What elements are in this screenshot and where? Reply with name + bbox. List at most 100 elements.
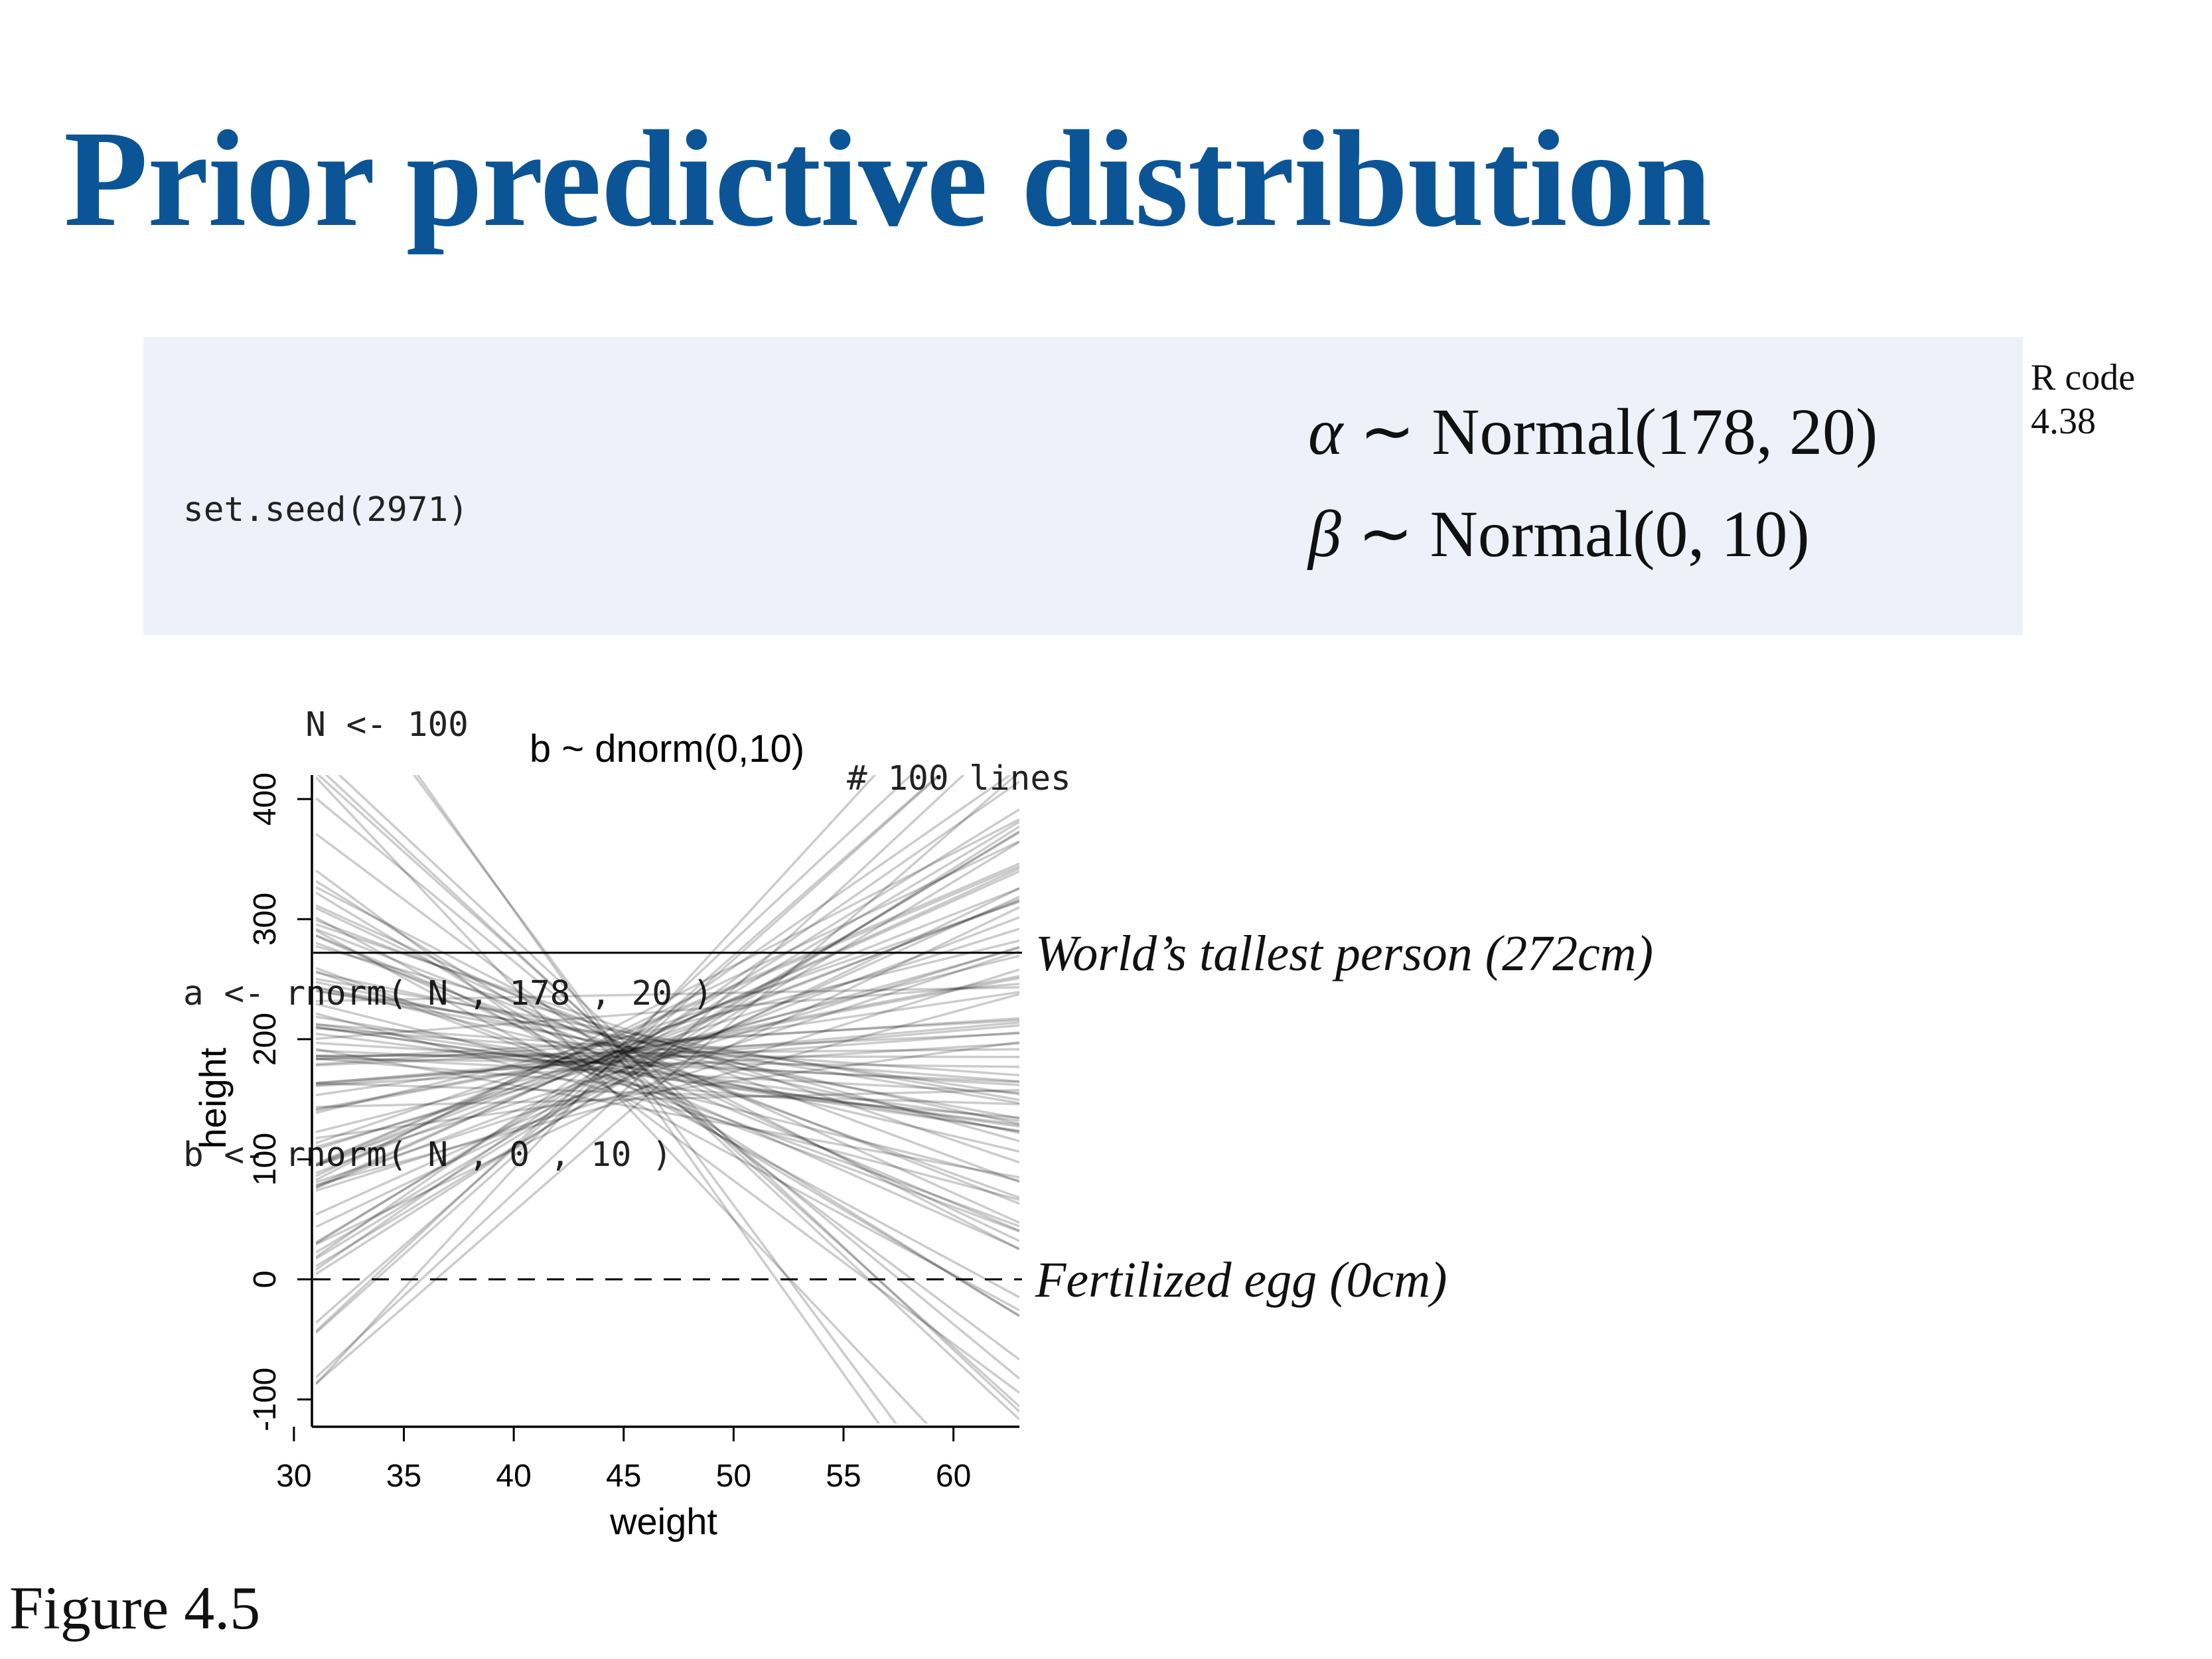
regression-line	[316, 1049, 1019, 1084]
x-tick-label: 60	[936, 1459, 971, 1494]
alpha-distribution: ∼ Normal(178, 20)	[1343, 395, 1878, 469]
regression-line	[316, 1026, 1019, 1128]
regression-line	[316, 780, 1019, 1271]
regression-line	[316, 945, 1019, 1143]
y-tick-label: 400	[248, 772, 283, 826]
regression-line	[316, 830, 1019, 1260]
regression-line	[316, 1017, 1019, 1066]
regression-line	[316, 1025, 1019, 1133]
regression-line	[316, 989, 1019, 1096]
regression-line	[316, 950, 1019, 1184]
regression-line	[316, 971, 1019, 1125]
regression-line	[316, 986, 1019, 1003]
regression-line	[316, 1012, 1019, 1201]
regression-lines	[316, 775, 1019, 1423]
code-comment: # 100 lines	[847, 759, 1071, 798]
regression-line	[316, 1031, 1019, 1084]
x-tick-label: 35	[386, 1459, 421, 1494]
regression-line	[316, 987, 1019, 1104]
regression-line	[316, 840, 1019, 1177]
regression-line	[316, 869, 1019, 1394]
regression-line	[316, 919, 1019, 1183]
regression-line	[316, 923, 1019, 1164]
regression-line	[316, 977, 1019, 1102]
regression-line	[316, 946, 1019, 1167]
regression-line	[316, 1015, 1019, 1133]
regression-line	[316, 946, 1019, 1149]
regression-line	[316, 1032, 1019, 1126]
regression-line	[316, 899, 1019, 1167]
regression-line	[316, 983, 1019, 1041]
y-tick-label: 100	[248, 1133, 283, 1186]
chart-title: b ~ dnorm(0,10)	[530, 727, 804, 770]
beta-distribution: ∼ Normal(0, 10)	[1341, 497, 1810, 571]
y-tick-label: 0	[248, 1271, 283, 1289]
fertilized-egg-label: Fertilized egg (0cm)	[1035, 1252, 1447, 1308]
regression-line	[316, 886, 1019, 1251]
regression-line	[316, 906, 1019, 1246]
regression-line	[316, 775, 940, 1324]
tallest-person-label: World’s tallest person (272cm)	[1035, 926, 1653, 981]
regression-line	[316, 989, 1019, 1119]
regression-line	[316, 1042, 1019, 1088]
regression-line	[316, 891, 1019, 1317]
regression-line	[316, 865, 1019, 1166]
regression-line	[316, 1041, 1019, 1139]
regression-line	[316, 1021, 1019, 1085]
regression-line	[316, 841, 1019, 1267]
regression-line	[316, 991, 1019, 1097]
x-axis-label: weight	[609, 1500, 717, 1542]
regression-line	[316, 867, 1019, 1190]
regression-line	[412, 775, 897, 1423]
regression-line	[316, 1027, 1019, 1083]
regression-line	[316, 1003, 1019, 1182]
regression-line	[316, 1088, 1019, 1108]
regression-line	[316, 968, 1019, 1192]
regression-line	[316, 776, 928, 1423]
regression-line	[316, 928, 1019, 1151]
regression-line	[316, 898, 1019, 1175]
regression-line	[316, 981, 1019, 1135]
axes: 30 35 40 45 50 55 60 -100 0 100 200 300 400	[248, 772, 1019, 1494]
regression-line	[316, 985, 1019, 1153]
regression-line	[316, 831, 1019, 1254]
slide-title: Prior predictive distribution	[64, 102, 1712, 255]
regression-line	[316, 1024, 1019, 1086]
regression-line	[316, 1041, 1019, 1086]
regression-line	[325, 775, 1019, 1421]
x-tick-label: 50	[716, 1459, 751, 1494]
regression-line	[316, 775, 1012, 1258]
regression-line	[416, 775, 881, 1423]
regression-line	[316, 916, 1019, 1189]
regression-line	[316, 906, 1019, 1242]
regression-line	[316, 942, 1019, 1199]
regression-line	[316, 916, 1019, 1299]
regression-line	[316, 775, 1018, 1385]
regression-line	[316, 833, 1019, 1361]
regression-line	[316, 887, 1019, 1228]
reference-lines: World’s tallest person (272cm) Fertilized…	[313, 926, 1653, 1308]
regression-line	[316, 1032, 1019, 1067]
regression-line	[316, 808, 1019, 1245]
x-tick-label: 55	[826, 1459, 861, 1494]
regression-line	[316, 887, 1019, 1167]
regression-line	[316, 775, 877, 1386]
y-tick-label: -100	[248, 1368, 283, 1431]
x-tick-label: 40	[496, 1459, 531, 1494]
regression-line	[316, 862, 1019, 1165]
code-line: N <- 100 # 100 lines	[183, 644, 1071, 859]
regression-line	[316, 895, 1019, 1216]
regression-line	[316, 939, 1019, 1114]
regression-line	[337, 775, 1019, 1413]
regression-line	[316, 870, 1019, 1188]
regression-line	[316, 1048, 1019, 1058]
regression-line	[316, 775, 966, 1379]
regression-line	[316, 993, 1019, 1187]
regression-line	[316, 818, 1019, 1181]
alpha-prior-equation: α ∼ Normal(178, 20)	[1308, 381, 1878, 483]
figure-label: Figure 4.5	[9, 1574, 261, 1642]
code-line: set.seed(2971)	[183, 490, 469, 530]
regression-line	[316, 904, 1019, 1224]
beta-prior-equation: β ∼ Normal(0, 10)	[1308, 483, 1878, 585]
